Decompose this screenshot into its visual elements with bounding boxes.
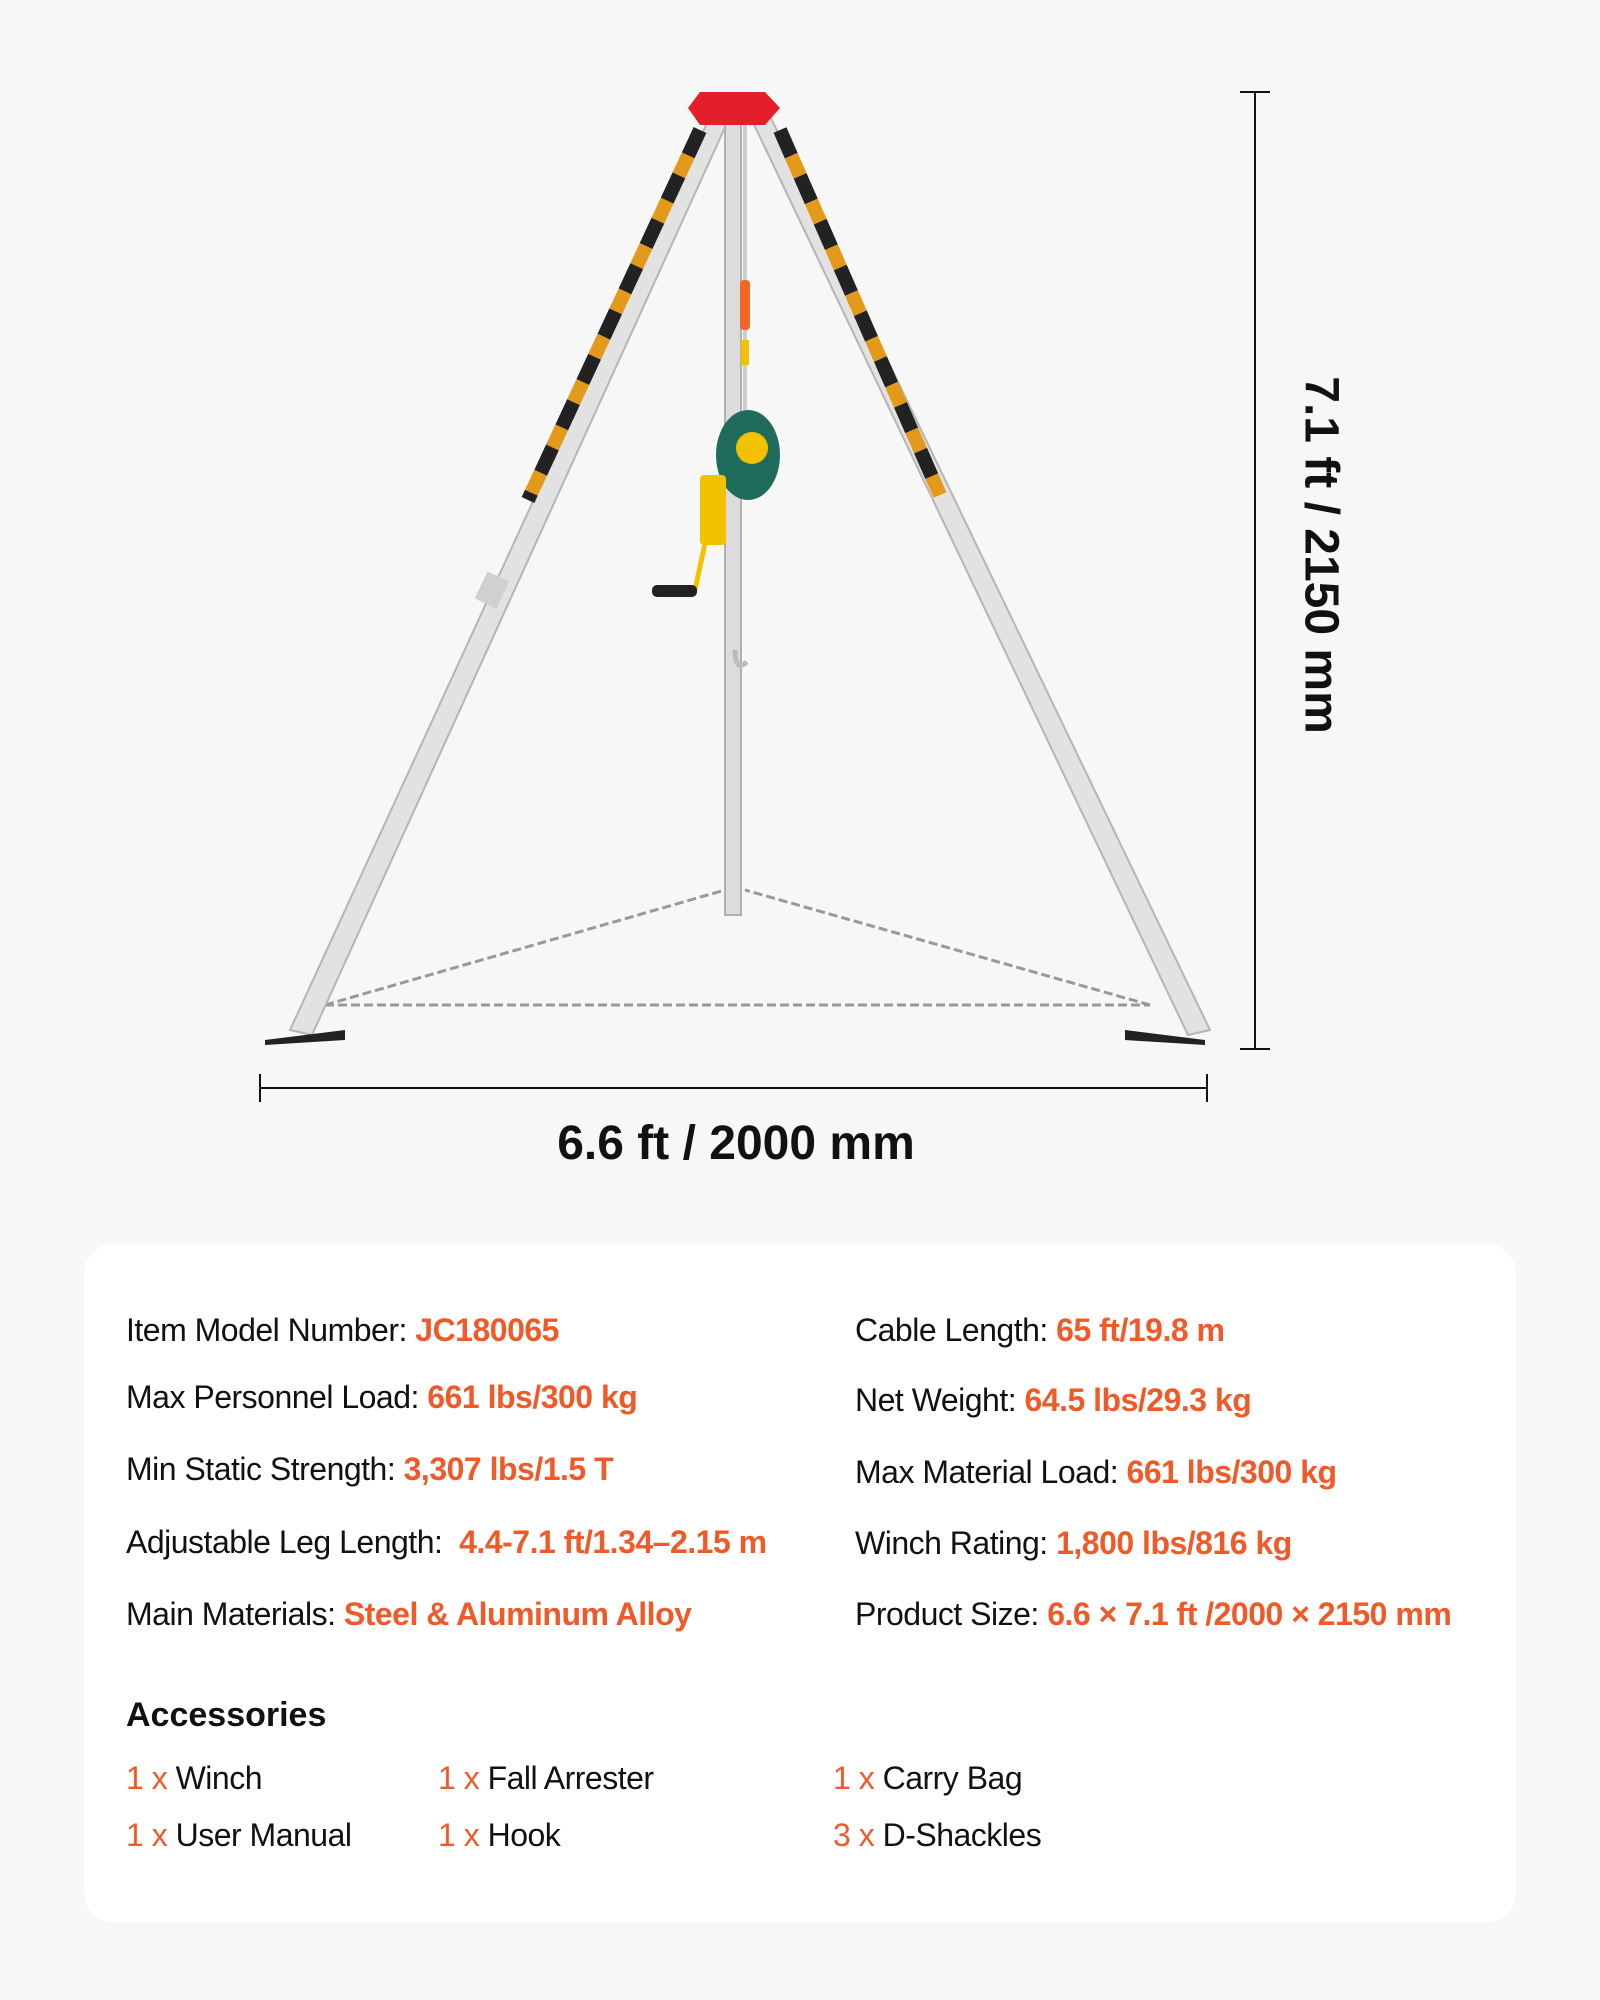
spec-value: 64.5 lbs/29.3 kg	[1024, 1382, 1252, 1418]
right-foot	[1125, 1030, 1205, 1045]
accessory-name: Fall Arrester	[487, 1760, 654, 1796]
accessory-item: 1 x Carry Bag	[833, 1760, 1023, 1797]
spec-label: Net Weight:	[855, 1382, 1017, 1418]
accessory-qty: 1 x	[126, 1817, 168, 1853]
center-leg	[724, 109, 742, 916]
accessory-qty: 1 x	[833, 1760, 875, 1796]
left-leg	[288, 111, 734, 1037]
right-leg	[746, 111, 1212, 1037]
accessories-title: Accessories	[126, 1696, 327, 1734]
spec-value: 661 lbs/300 kg	[1126, 1454, 1338, 1490]
winch	[652, 410, 780, 668]
spec-leg-length: Adjustable Leg Length: 4.4-7.1 ft/1.34–2…	[126, 1524, 767, 1561]
chains	[324, 888, 1151, 1007]
spec-value: 4.4-7.1 ft/1.34–2.15 m	[459, 1524, 767, 1560]
accessory-name: Carry Bag	[882, 1760, 1023, 1796]
accessory-name: D-Shackles	[882, 1817, 1042, 1853]
accessory-qty: 1 x	[438, 1760, 480, 1796]
spec-item-model: Item Model Number: JC180065	[126, 1312, 559, 1349]
spec-value: JC180065	[415, 1312, 559, 1348]
spec-product-size: Product Size: 6.6 × 7.1 ft /2000 × 2150 …	[855, 1596, 1452, 1633]
spec-net-weight: Net Weight: 64.5 lbs/29.3 kg	[855, 1382, 1252, 1419]
spec-main-materials: Main Materials: Steel & Aluminum Alloy	[126, 1596, 692, 1633]
accessory-name: User Manual	[175, 1817, 352, 1853]
spec-label: Max Personnel Load:	[126, 1379, 419, 1415]
spec-value: 6.6 × 7.1 ft /2000 × 2150 mm	[1047, 1596, 1452, 1632]
specs-card: Item Model Number: JC180065 Max Personne…	[84, 1244, 1516, 1923]
left-foot	[265, 1030, 345, 1045]
accessory-name: Hook	[487, 1817, 561, 1853]
spec-label: Item Model Number:	[126, 1312, 407, 1348]
spec-label: Adjustable Leg Length:	[126, 1524, 443, 1560]
accessory-qty: 1 x	[438, 1817, 480, 1853]
accessory-item: 1 x Hook	[438, 1817, 561, 1854]
width-dimension-line	[259, 1074, 1208, 1102]
spec-value: 1,800 lbs/816 kg	[1056, 1525, 1292, 1561]
spec-cable-length: Cable Length: 65 ft/19.8 m	[855, 1312, 1225, 1349]
spec-max-personnel-load: Max Personnel Load: 661 lbs/300 kg	[126, 1379, 638, 1416]
height-dimension-line	[1240, 91, 1270, 1050]
spec-min-static-strength: Min Static Strength: 3,307 lbs/1.5 T	[126, 1451, 614, 1488]
spec-label: Cable Length:	[855, 1312, 1048, 1348]
accessory-name: Winch	[175, 1760, 263, 1796]
spec-label: Winch Rating:	[855, 1525, 1048, 1561]
tripod-illustration	[259, 91, 1270, 1102]
spec-value: 65 ft/19.8 m	[1056, 1312, 1225, 1348]
accessory-item: 1 x Fall Arrester	[438, 1760, 654, 1797]
accessory-item: 1 x Winch	[126, 1760, 262, 1797]
spec-max-material-load: Max Material Load: 661 lbs/300 kg	[855, 1454, 1337, 1491]
spec-value: 661 lbs/300 kg	[427, 1379, 638, 1415]
accessory-qty: 1 x	[126, 1760, 168, 1796]
accessory-qty: 3 x	[833, 1817, 875, 1853]
accessory-item: 3 x D-Shackles	[833, 1817, 1042, 1854]
width-label: 6.6 ft / 2000 mm	[557, 1117, 915, 1170]
tripod-head	[688, 92, 780, 125]
spec-label: Main Materials:	[126, 1596, 336, 1632]
spec-value: Steel & Aluminum Alloy	[343, 1596, 692, 1632]
height-label: 7.1 ft / 2150 mm	[1294, 376, 1348, 734]
accessory-item: 1 x User Manual	[126, 1817, 352, 1854]
spec-label: Min Static Strength:	[126, 1451, 396, 1487]
spec-label: Product Size:	[855, 1596, 1039, 1632]
spec-value: 3,307 lbs/1.5 T	[403, 1451, 614, 1487]
spec-label: Max Material Load:	[855, 1454, 1119, 1490]
spec-winch-rating: Winch Rating: 1,800 lbs/816 kg	[855, 1525, 1292, 1562]
